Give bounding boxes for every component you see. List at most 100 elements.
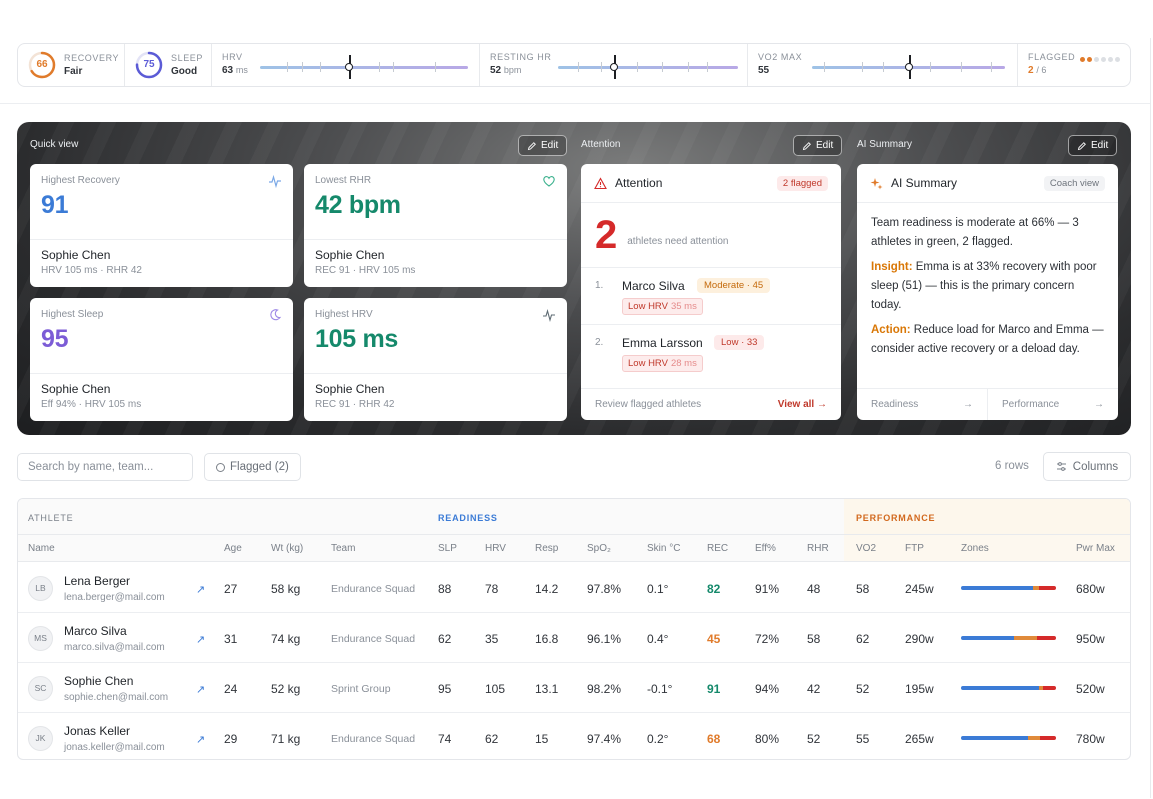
- column-header[interactable]: FTP: [905, 543, 924, 554]
- search-input[interactable]: [17, 453, 193, 481]
- flag-dot: [1101, 57, 1106, 62]
- action-label: Action:: [871, 324, 911, 336]
- item-name: Emma Larsson: [622, 336, 703, 350]
- cell-team: Endurance Squad: [331, 633, 416, 645]
- athlete-name: Sophie Chen: [315, 248, 385, 262]
- column-header[interactable]: SLP: [438, 543, 457, 554]
- readiness-badge: Moderate · 45: [697, 278, 771, 293]
- open-profile-icon[interactable]: ↗: [196, 734, 206, 746]
- open-profile-icon[interactable]: ↗: [196, 684, 206, 696]
- readiness-link-label: Readiness: [871, 399, 919, 410]
- athlete-name[interactable]: Jonas Keller: [64, 724, 131, 738]
- zone-segment: [961, 586, 1034, 590]
- table-row[interactable]: MS Marco Silva marco.silva@mail.com ↗ 31 74 k…: [18, 613, 1130, 663]
- athlete-stats: HRV 105 ms · RHR 42: [41, 265, 142, 276]
- cell-rec: 91: [707, 682, 721, 696]
- summary-paragraph: Team readiness is moderate at 66% — 3 at…: [871, 217, 1079, 248]
- cell-pwr: 680w: [1076, 582, 1105, 596]
- table-row[interactable]: SC Sophie Chen sophie.chen@mail.com ↗ 24 52 k…: [18, 663, 1130, 713]
- column-header[interactable]: VO2: [856, 543, 877, 554]
- recovery-ring: 66: [28, 51, 56, 79]
- metrics-strip: 66 RECOVERY Fair 75 SLEEP Good HRV 63 ms: [17, 43, 1131, 87]
- sleep-metric[interactable]: 75 SLEEP Good: [125, 44, 212, 86]
- resting-hr-slider-knob[interactable]: [609, 55, 618, 79]
- athlete-stats: REC 91 · RHR 42: [315, 399, 395, 410]
- readiness-link[interactable]: Readiness →: [857, 389, 988, 420]
- athlete-stats: REC 91 · HRV 105 ms: [315, 265, 416, 276]
- item-index: 2.: [595, 337, 604, 348]
- column-header[interactable]: Pwr Max: [1076, 543, 1115, 554]
- column-header[interactable]: Skin °C: [647, 543, 681, 554]
- quick-view-card[interactable]: Lowest RHR 42 bpm Sophie Chen REC 91 · H…: [304, 164, 567, 287]
- attention-card: Attention 2 flagged 2 athletes need atte…: [581, 164, 841, 420]
- resting-hr-slider[interactable]: [558, 55, 738, 79]
- hrv-metric[interactable]: HRV 63 ms: [212, 44, 480, 86]
- cell-rec: 82: [707, 582, 721, 596]
- performance-link[interactable]: Performance →: [988, 389, 1118, 420]
- vo2-slider[interactable]: [812, 55, 1005, 79]
- attention-item[interactable]: 1. Marco Silva Moderate · 45 Low HRV 35 m…: [581, 268, 841, 325]
- column-header[interactable]: Team: [331, 543, 356, 554]
- athlete-stats: Eff 94% · HRV 105 ms: [41, 399, 142, 410]
- view-all-link[interactable]: View all →: [777, 399, 827, 410]
- vo2-metric[interactable]: VO2 MAX 55: [748, 44, 1018, 86]
- hrv-slider[interactable]: [260, 55, 468, 79]
- cell-spo2: 97.4%: [587, 732, 622, 746]
- resting-hr-value: 52: [490, 65, 502, 76]
- column-header[interactable]: Zones: [961, 543, 989, 554]
- quick-view-card[interactable]: Highest HRV 105 ms Sophie Chen REC 91 · …: [304, 298, 567, 421]
- hrv-slider-knob[interactable]: [345, 55, 354, 79]
- columns-button[interactable]: Columns: [1043, 452, 1131, 481]
- warning-icon: [594, 176, 607, 189]
- cell-pwr: 950w: [1076, 632, 1105, 646]
- column-header[interactable]: Resp: [535, 543, 559, 554]
- edit-label: Edit: [541, 140, 559, 151]
- column-header[interactable]: Name: [28, 543, 55, 554]
- flagged-metric[interactable]: FLAGGED 2 / 6: [1018, 44, 1130, 86]
- recovery-metric[interactable]: 66 RECOVERY Fair: [18, 44, 125, 86]
- pencil-icon: [802, 141, 811, 150]
- zone-segment: [1039, 736, 1056, 740]
- table-row[interactable]: LB Lena Berger lena.berger@mail.com ↗ 27 58 k…: [18, 563, 1130, 613]
- attention-item[interactable]: 2. Emma Larsson Low · 33 Low HRV 28 ms: [581, 326, 841, 383]
- athletes-table: ATHLETE READINESS PERFORMANCE Name Age Wt …: [17, 498, 1131, 760]
- quick-view-edit-button[interactable]: Edit: [518, 135, 568, 156]
- cell-hrv: 62: [485, 732, 499, 746]
- column-header[interactable]: Age: [224, 543, 242, 554]
- avatar: JK: [28, 726, 53, 751]
- quick-view-card[interactable]: Highest Sleep 95 Sophie Chen Eff 94% · H…: [30, 298, 293, 421]
- flagged-filter-button[interactable]: Flagged (2): [204, 453, 301, 481]
- coach-view-badge[interactable]: Coach view: [1043, 176, 1105, 191]
- performance-group-label: PERFORMANCE: [856, 513, 936, 523]
- card-value: 91: [41, 191, 69, 219]
- zone-segment: [1042, 686, 1056, 690]
- column-header[interactable]: Eff%: [755, 543, 776, 554]
- column-header[interactable]: Wt (kg): [271, 543, 304, 554]
- attention-edit-button[interactable]: Edit: [793, 135, 843, 156]
- overview-panel: Quick view Edit Attention Edit AI Summar…: [17, 122, 1131, 435]
- open-profile-icon[interactable]: ↗: [196, 584, 206, 596]
- column-header[interactable]: SpO₂: [587, 543, 611, 554]
- zone-segment: [1038, 586, 1056, 590]
- athlete-name[interactable]: Sophie Chen: [64, 674, 134, 688]
- table-row[interactable]: JK Jonas Keller jonas.keller@mail.com ↗ 29 71…: [18, 713, 1130, 759]
- column-group-row: ATHLETE READINESS PERFORMANCE: [18, 499, 1130, 535]
- flagged-filter-label: Flagged (2): [230, 461, 289, 473]
- column-header[interactable]: REC: [707, 543, 729, 554]
- column-header[interactable]: HRV: [485, 543, 506, 554]
- cell-eff: 72%: [755, 632, 780, 646]
- card-label: Lowest RHR: [315, 175, 372, 186]
- resting-hr-metric[interactable]: RESTING HR 52 bpm: [480, 44, 748, 86]
- ai-summary-edit-button[interactable]: Edit: [1068, 135, 1118, 156]
- open-profile-icon[interactable]: ↗: [196, 634, 206, 646]
- vo2-slider-knob[interactable]: [904, 55, 913, 79]
- quick-view-card[interactable]: Highest Recovery 91 Sophie Chen HRV 105 …: [30, 164, 293, 287]
- item-name: Marco Silva: [622, 279, 685, 293]
- edit-label: Edit: [1091, 140, 1109, 151]
- performance-link-label: Performance: [1002, 399, 1060, 410]
- athlete-group-label: ATHLETE: [28, 513, 74, 523]
- athlete-name[interactable]: Marco Silva: [64, 624, 127, 638]
- insight-text: Emma is at 33% recovery with poor sleep …: [871, 261, 1097, 311]
- athlete-name[interactable]: Lena Berger: [64, 574, 131, 588]
- column-header[interactable]: RHR: [807, 543, 829, 554]
